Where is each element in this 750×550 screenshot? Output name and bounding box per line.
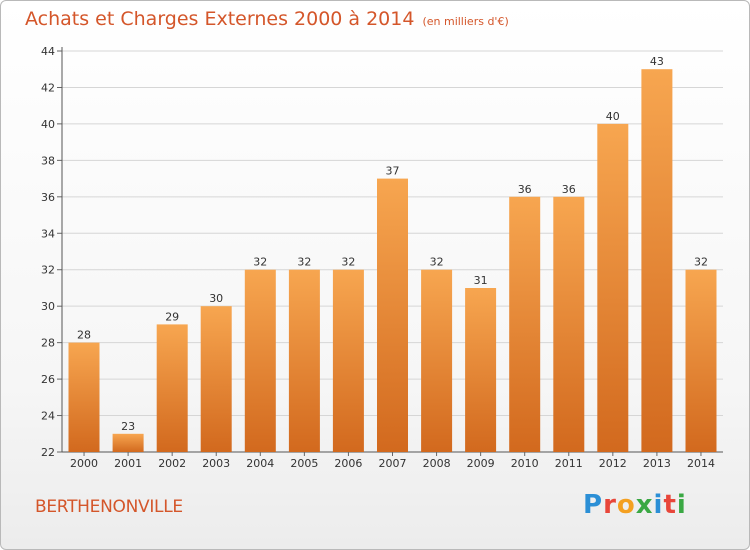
chart-title: Achats et Charges Externes 2000 à 2014 (e…: [25, 8, 509, 30]
proxiti-logo: Proxiti: [583, 490, 687, 520]
bar-2006: [332, 269, 364, 452]
logo-letter: i: [653, 490, 664, 520]
bar-2007: [377, 178, 408, 452]
logo-letter: i: [676, 490, 687, 520]
y-tick-label: 22: [41, 446, 55, 459]
x-tick-label-2008: 2008: [423, 457, 451, 470]
x-tick-label-2006: 2006: [334, 457, 362, 470]
commune-name: BERTHENONVILLE: [35, 497, 183, 517]
x-tick-label-2004: 2004: [246, 457, 274, 470]
bar-2014: [685, 269, 717, 452]
bar-2002: [156, 324, 188, 452]
value-label-2011: 36: [562, 183, 576, 196]
value-label-2004: 32: [253, 256, 267, 269]
logo-letter: t: [663, 490, 677, 520]
logo-letter: P: [583, 490, 604, 520]
y-tick-label: 30: [41, 300, 55, 313]
y-tick-label: 28: [41, 337, 55, 350]
x-tick-label-2009: 2009: [467, 457, 495, 470]
bar-2000: [68, 342, 100, 452]
y-tick-label: 38: [41, 154, 55, 167]
value-label-2013: 43: [650, 55, 664, 68]
logo-letter: x: [635, 490, 654, 520]
y-tick-label: 40: [41, 118, 55, 131]
bar-2003: [200, 306, 232, 452]
bar-2013: [641, 69, 673, 452]
x-tick-label-2013: 2013: [643, 457, 671, 470]
bar-2008: [421, 269, 453, 452]
value-label-2005: 32: [297, 256, 311, 269]
value-label-2003: 30: [209, 292, 223, 305]
x-tick-label-2005: 2005: [290, 457, 318, 470]
value-label-2006: 32: [341, 256, 355, 269]
y-tick-label: 34: [41, 227, 55, 240]
x-tick-label-2007: 2007: [379, 457, 407, 470]
bar-2005: [288, 269, 320, 452]
y-tick-label: 26: [41, 373, 55, 386]
value-label-2001: 23: [121, 420, 135, 433]
y-tick-label: 24: [41, 410, 55, 423]
x-tick-label-2011: 2011: [555, 457, 583, 470]
y-tick-label: 44: [41, 45, 55, 58]
chart-unit-note: (en milliers d'€): [422, 15, 509, 28]
chart-title-text: Achats et Charges Externes 2000 à 2014: [25, 8, 415, 30]
x-tick-label-2001: 2001: [114, 457, 142, 470]
value-label-2010: 36: [518, 183, 532, 196]
logo-letter: o: [616, 490, 636, 520]
y-tick-label: 36: [41, 191, 55, 204]
bar-2012: [597, 123, 629, 453]
value-label-2000: 28: [77, 329, 91, 342]
value-label-2007: 37: [386, 165, 400, 178]
value-label-2002: 29: [165, 310, 179, 323]
bar-2011: [553, 196, 585, 452]
x-tick-label-2002: 2002: [158, 457, 186, 470]
x-tick-label-2014: 2014: [687, 457, 715, 470]
bar-2001: [112, 433, 144, 452]
bar-2004: [244, 269, 276, 452]
bar-2010: [509, 196, 541, 452]
x-tick-label-2010: 2010: [511, 457, 539, 470]
logo-letter: r: [603, 490, 617, 520]
y-tick-label: 42: [41, 81, 55, 94]
x-tick-label-2003: 2003: [202, 457, 230, 470]
bar-2009: [465, 288, 497, 452]
y-tick-label: 32: [41, 264, 55, 277]
x-tick-label-2000: 2000: [70, 457, 98, 470]
value-label-2012: 40: [606, 110, 620, 123]
value-label-2009: 31: [474, 274, 488, 287]
value-label-2014: 32: [694, 256, 708, 269]
value-label-2008: 32: [430, 256, 444, 269]
x-tick-label-2012: 2012: [599, 457, 627, 470]
